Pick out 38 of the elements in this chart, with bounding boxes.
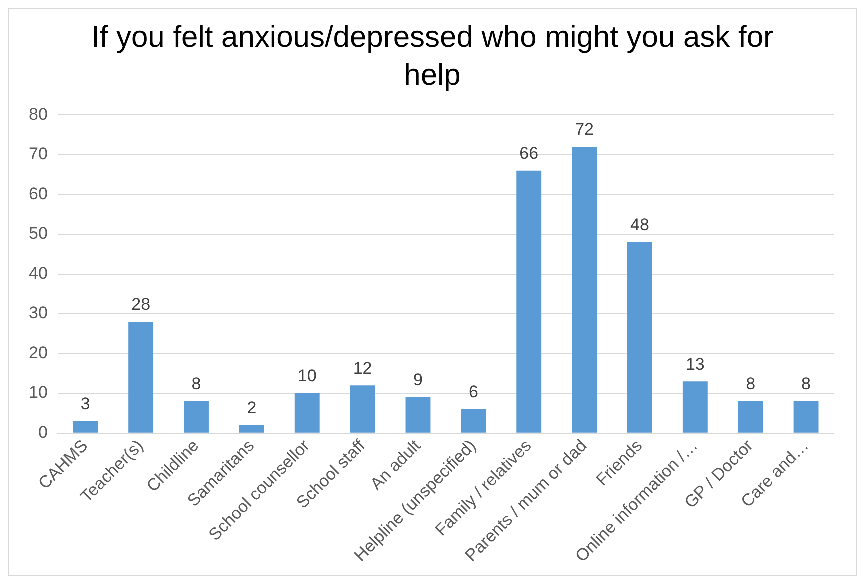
chart-title: If you felt anxious/depressed who might you ask for help xyxy=(90,20,775,94)
y-tick-label: 0 xyxy=(38,423,48,442)
bar xyxy=(406,398,431,433)
data-label: 12 xyxy=(353,358,372,378)
y-tick-label: 50 xyxy=(28,224,48,244)
bar xyxy=(572,147,598,433)
bar xyxy=(516,170,542,433)
data-label: 6 xyxy=(468,382,478,402)
bar xyxy=(239,425,264,433)
bar xyxy=(350,386,376,433)
bar xyxy=(184,402,209,433)
bar xyxy=(128,322,154,433)
y-tick-label: 30 xyxy=(28,304,48,323)
data-label: 10 xyxy=(298,366,317,386)
bar xyxy=(628,242,652,433)
bar xyxy=(738,402,764,433)
data-label: 8 xyxy=(746,374,756,394)
bar xyxy=(294,394,320,433)
data-label: 9 xyxy=(414,370,423,390)
bar xyxy=(461,409,486,433)
data-label: 8 xyxy=(192,374,202,394)
data-label: 8 xyxy=(802,374,812,394)
data-label: 3 xyxy=(80,394,90,414)
y-tick-label: 80 xyxy=(28,104,48,124)
y-tick-label: 40 xyxy=(28,264,48,283)
bar xyxy=(682,382,708,433)
bar xyxy=(794,402,819,433)
y-tick-label: 70 xyxy=(28,144,48,164)
y-tick-label: 10 xyxy=(28,383,48,402)
data-label: 66 xyxy=(520,144,539,164)
data-label: 13 xyxy=(686,354,705,374)
data-label: 28 xyxy=(132,295,151,314)
bar xyxy=(73,421,98,433)
data-label: 48 xyxy=(630,216,650,235)
y-tick-label: 20 xyxy=(28,343,48,362)
data-label: 72 xyxy=(575,120,594,140)
y-tick-label: 60 xyxy=(28,184,48,204)
data-label: 2 xyxy=(247,398,257,418)
